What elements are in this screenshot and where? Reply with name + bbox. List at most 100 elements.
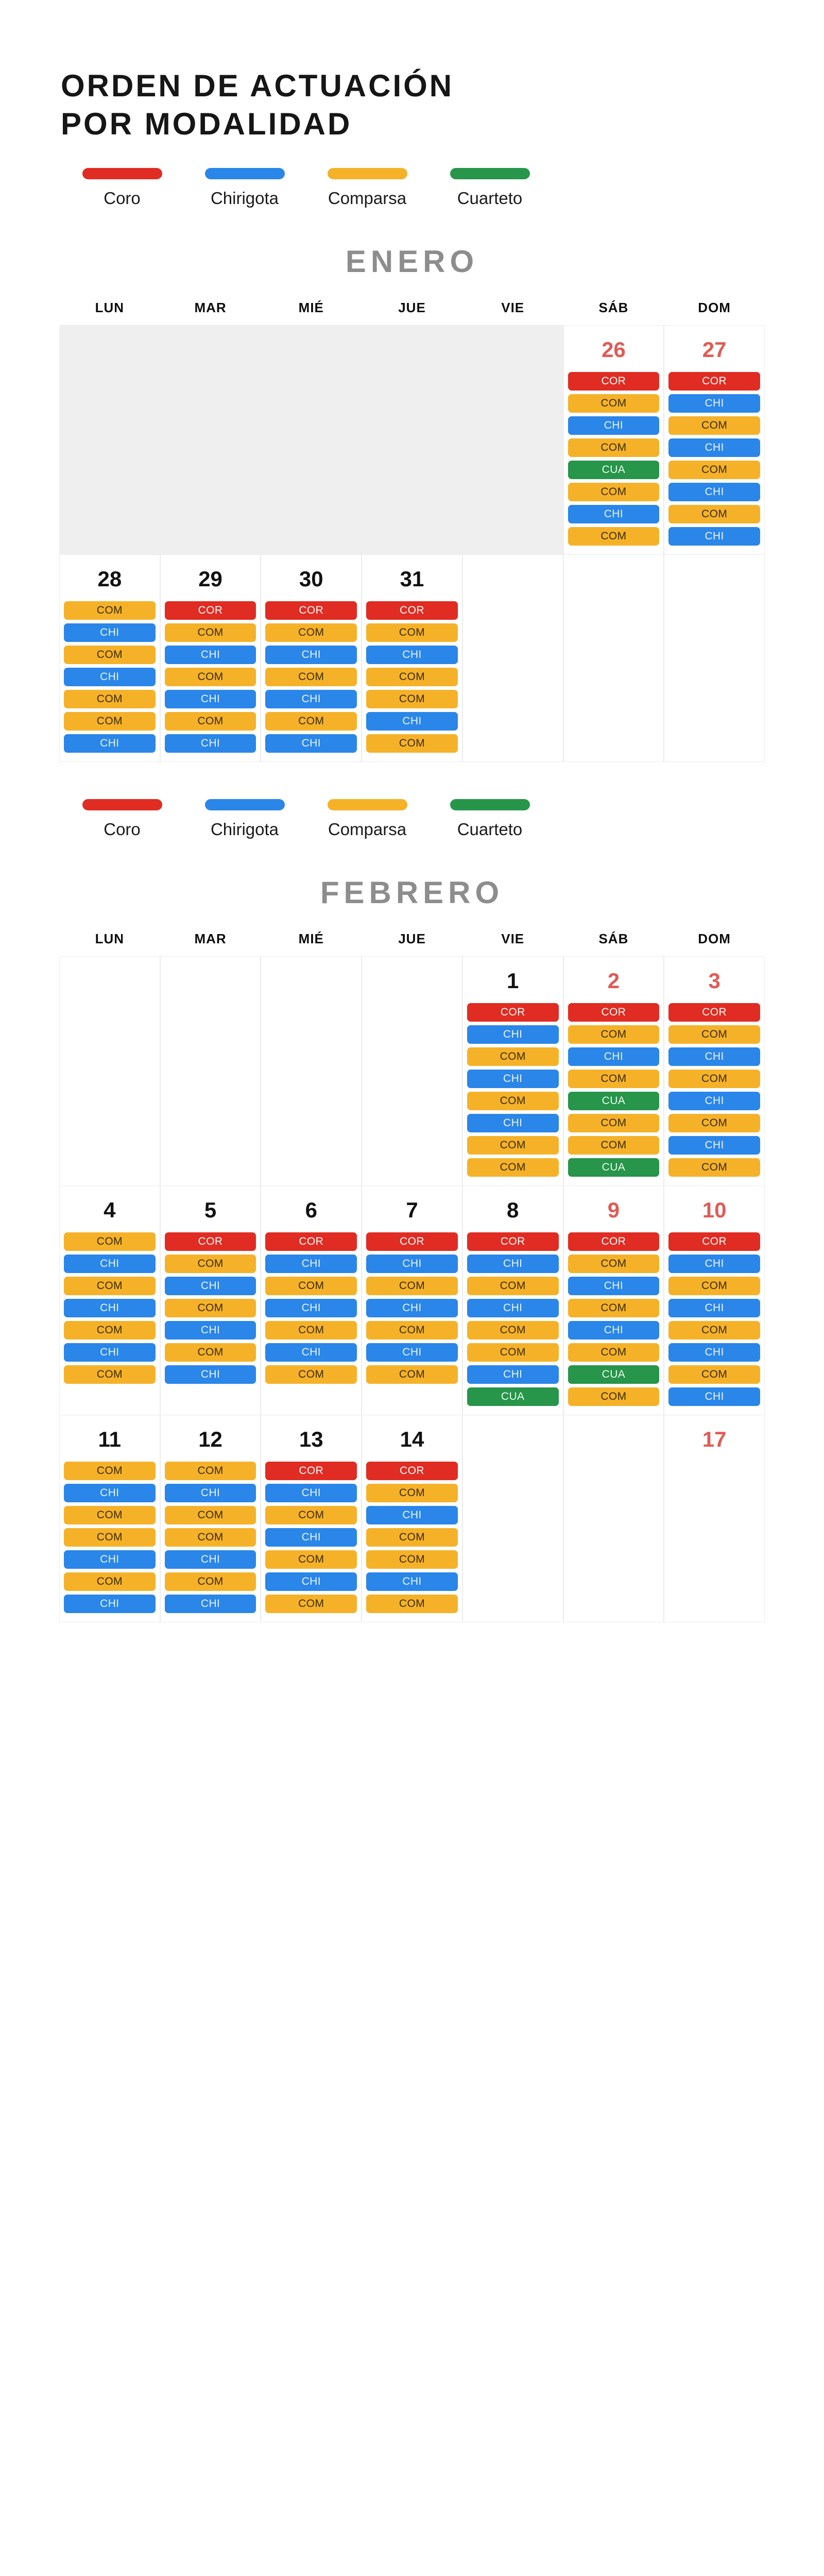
performance-slot-com[interactable]: COM	[265, 1277, 357, 1295]
performance-slot-chi[interactable]: CHI	[568, 1047, 660, 1066]
performance-slot-com[interactable]: COM	[568, 1070, 660, 1088]
performance-slot-chi[interactable]: CHI	[668, 394, 760, 413]
performance-slot-com[interactable]: COM	[64, 601, 156, 620]
performance-slot-cua[interactable]: CUA	[467, 1387, 559, 1406]
performance-slot-cor[interactable]: COR	[668, 372, 760, 391]
calendar-day-cell[interactable]: 10 COR CHI COM CHI COM CHI COM CHI	[664, 1186, 765, 1415]
performance-slot-chi[interactable]: CHI	[164, 734, 256, 753]
performance-slot-chi[interactable]: CHI	[265, 690, 357, 708]
performance-slot-chi[interactable]: CHI	[568, 1277, 660, 1295]
performance-slot-com[interactable]: COM	[668, 1114, 760, 1132]
performance-slot-chi[interactable]: CHI	[164, 646, 256, 664]
performance-slot-com[interactable]: COM	[366, 623, 458, 642]
performance-slot-cua[interactable]: CUA	[568, 1365, 660, 1384]
performance-slot-com[interactable]: COM	[265, 712, 357, 731]
performance-slot-chi[interactable]: CHI	[164, 1277, 256, 1295]
performance-slot-cor[interactable]: COR	[366, 1462, 458, 1480]
performance-slot-com[interactable]: COM	[568, 483, 660, 501]
performance-slot-cor[interactable]: COR	[265, 1462, 357, 1480]
performance-slot-com[interactable]: COM	[568, 1255, 660, 1273]
calendar-day-cell[interactable]: 28 COM CHI COM CHI COM COM CHI	[59, 555, 160, 761]
performance-slot-com[interactable]: COM	[467, 1092, 559, 1110]
performance-slot-com[interactable]: COM	[64, 1277, 156, 1295]
performance-slot-chi[interactable]: CHI	[668, 1255, 760, 1273]
performance-slot-com[interactable]: COM	[366, 734, 458, 753]
calendar-day-cell[interactable]: 3 COR COM CHI COM CHI COM CHI COM	[664, 957, 765, 1185]
calendar-day-cell[interactable]: 4 COM CHI COM CHI COM CHI COM	[59, 1186, 160, 1415]
performance-slot-com[interactable]: COM	[467, 1343, 559, 1362]
performance-slot-com[interactable]: COM	[568, 438, 660, 457]
performance-slot-cor[interactable]: COR	[366, 601, 458, 620]
calendar-day-cell[interactable]: 12 COM CHI COM COM CHI COM CHI	[160, 1415, 261, 1622]
performance-slot-chi[interactable]: CHI	[164, 1595, 256, 1613]
performance-slot-chi[interactable]: CHI	[568, 1321, 660, 1340]
performance-slot-chi[interactable]: CHI	[64, 1550, 156, 1569]
performance-slot-com[interactable]: COM	[366, 1277, 458, 1295]
performance-slot-com[interactable]: COM	[366, 1484, 458, 1502]
performance-slot-chi[interactable]: CHI	[164, 1484, 256, 1502]
performance-slot-chi[interactable]: CHI	[164, 1321, 256, 1340]
performance-slot-com[interactable]: COM	[668, 1321, 760, 1340]
performance-slot-chi[interactable]: CHI	[366, 1572, 458, 1591]
calendar-day-cell[interactable]: 26 COR COM CHI COM CUA COM CHI COM	[563, 326, 664, 554]
performance-slot-chi[interactable]: CHI	[164, 1365, 256, 1384]
performance-slot-chi[interactable]: CHI	[668, 483, 760, 501]
performance-slot-com[interactable]: COM	[64, 646, 156, 664]
performance-slot-chi[interactable]: CHI	[668, 438, 760, 457]
performance-slot-chi[interactable]: CHI	[265, 734, 357, 753]
performance-slot-com[interactable]: COM	[64, 1232, 156, 1251]
performance-slot-com[interactable]: COM	[467, 1321, 559, 1340]
performance-slot-com[interactable]: COM	[265, 1595, 357, 1613]
performance-slot-com[interactable]: COM	[467, 1158, 559, 1177]
calendar-day-cell[interactable]: 30 COR COM CHI COM CHI COM CHI	[261, 555, 362, 761]
performance-slot-cua[interactable]: CUA	[568, 1158, 660, 1177]
performance-slot-com[interactable]: COM	[164, 712, 256, 731]
performance-slot-com[interactable]: COM	[668, 1158, 760, 1177]
performance-slot-cor[interactable]: COR	[668, 1003, 760, 1022]
performance-slot-com[interactable]: COM	[164, 1572, 256, 1591]
performance-slot-com[interactable]: COM	[568, 1136, 660, 1155]
calendar-day-cell[interactable]: 8 COR CHI COM CHI COM COM CHI CUA	[462, 1186, 563, 1415]
performance-slot-chi[interactable]: CHI	[568, 505, 660, 523]
performance-slot-cor[interactable]: COR	[568, 1232, 660, 1251]
calendar-day-cell[interactable]: 9 COR COM CHI COM CHI COM CUA COM	[563, 1186, 664, 1415]
performance-slot-cor[interactable]: COR	[568, 1003, 660, 1022]
performance-slot-com[interactable]: COM	[568, 1299, 660, 1317]
performance-slot-chi[interactable]: CHI	[467, 1114, 559, 1132]
performance-slot-cor[interactable]: COR	[568, 372, 660, 391]
performance-slot-chi[interactable]: CHI	[366, 1343, 458, 1362]
performance-slot-chi[interactable]: CHI	[366, 1299, 458, 1317]
performance-slot-chi[interactable]: CHI	[467, 1365, 559, 1384]
performance-slot-com[interactable]: COM	[568, 1025, 660, 1044]
performance-slot-com[interactable]: COM	[366, 1550, 458, 1569]
performance-slot-com[interactable]: COM	[668, 1277, 760, 1295]
performance-slot-com[interactable]: COM	[265, 668, 357, 686]
performance-slot-com[interactable]: COM	[164, 1528, 256, 1547]
performance-slot-com[interactable]: COM	[568, 1114, 660, 1132]
performance-slot-com[interactable]: COM	[164, 1255, 256, 1273]
performance-slot-com[interactable]: COM	[668, 1070, 760, 1088]
performance-slot-com[interactable]: COM	[64, 1528, 156, 1547]
calendar-day-cell[interactable]: 5 COR COM CHI COM CHI COM CHI	[160, 1186, 261, 1415]
performance-slot-chi[interactable]: CHI	[668, 1136, 760, 1155]
performance-slot-com[interactable]: COM	[467, 1047, 559, 1066]
performance-slot-com[interactable]: COM	[366, 668, 458, 686]
performance-slot-com[interactable]: COM	[668, 416, 760, 435]
performance-slot-com[interactable]: COM	[366, 1528, 458, 1547]
performance-slot-chi[interactable]: CHI	[668, 1092, 760, 1110]
performance-slot-chi[interactable]: CHI	[265, 646, 357, 664]
performance-slot-cor[interactable]: COR	[467, 1232, 559, 1251]
performance-slot-chi[interactable]: CHI	[265, 1528, 357, 1547]
performance-slot-com[interactable]: COM	[64, 1506, 156, 1524]
performance-slot-cor[interactable]: COR	[164, 1232, 256, 1251]
performance-slot-chi[interactable]: CHI	[366, 712, 458, 731]
performance-slot-chi[interactable]: CHI	[467, 1025, 559, 1044]
performance-slot-com[interactable]: COM	[164, 668, 256, 686]
performance-slot-com[interactable]: COM	[467, 1136, 559, 1155]
performance-slot-cor[interactable]: COR	[467, 1003, 559, 1022]
performance-slot-chi[interactable]: CHI	[265, 1343, 357, 1362]
performance-slot-chi[interactable]: CHI	[668, 527, 760, 546]
performance-slot-com[interactable]: COM	[568, 394, 660, 413]
performance-slot-com[interactable]: COM	[265, 1506, 357, 1524]
performance-slot-chi[interactable]: CHI	[467, 1255, 559, 1273]
